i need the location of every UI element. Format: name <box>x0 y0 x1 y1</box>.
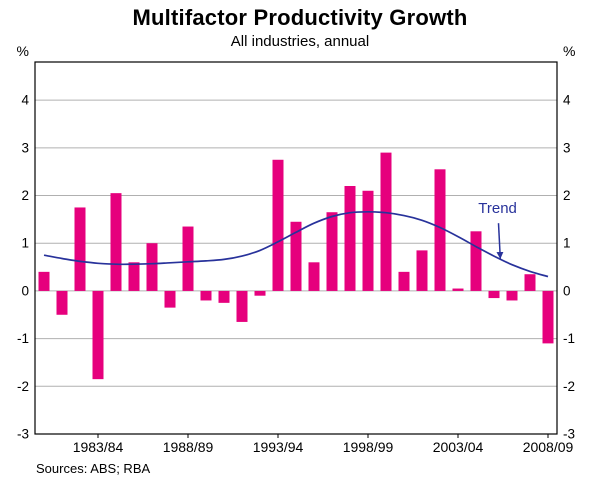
trend-label: Trend <box>478 200 517 217</box>
bar <box>434 169 446 291</box>
trend-arrow <box>496 223 504 259</box>
x-tick-label: 1988/89 <box>163 439 214 455</box>
bar <box>308 262 320 291</box>
bar <box>524 274 536 291</box>
bar <box>542 290 554 344</box>
trend-annotation: Trend <box>478 200 517 259</box>
trend-line <box>43 210 549 278</box>
bar <box>452 288 464 291</box>
y-tick-label-right: 3 <box>563 140 571 155</box>
bar <box>74 207 86 291</box>
unit-label-left: % <box>17 43 29 59</box>
y-tick-label-right: 2 <box>563 188 571 203</box>
bar <box>398 271 410 291</box>
bar <box>380 152 392 291</box>
bar <box>110 193 122 291</box>
unit-label-right: % <box>563 43 575 59</box>
y-tick-label-left: -3 <box>17 427 29 442</box>
chart-title: Multifactor Productivity Growth <box>132 5 468 30</box>
bar <box>290 221 302 291</box>
bars-series <box>38 152 554 380</box>
bar <box>56 290 68 315</box>
plot-border <box>34 61 558 435</box>
bar <box>218 290 230 303</box>
x-tick-label: 2008/09 <box>523 439 574 455</box>
bar <box>200 290 212 301</box>
y-tick-label-right: -1 <box>563 331 575 346</box>
y-tick-label-right: -3 <box>563 427 575 442</box>
bar <box>326 212 338 291</box>
bar <box>272 159 284 291</box>
chart-subtitle: All industries, annual <box>230 33 370 50</box>
bar <box>254 290 266 296</box>
bar <box>164 290 176 308</box>
bar <box>416 250 428 291</box>
x-tick-label: 2003/04 <box>433 439 484 455</box>
x-tick-label: 1998/99 <box>343 439 394 455</box>
x-tick-label: 1983/84 <box>73 439 124 455</box>
y-tick-label-left: 3 <box>21 140 29 155</box>
bar <box>38 271 50 291</box>
bar <box>506 290 518 301</box>
y-tick-label-left: 4 <box>21 93 29 108</box>
y-tick-label-left: 2 <box>21 188 29 203</box>
y-tick-label-left: -2 <box>17 379 29 394</box>
bar <box>128 262 140 291</box>
bar <box>362 190 374 291</box>
x-axis-labels: 1983/84 1988/89 1993/94 1998/99 2003/04 2008/… <box>73 434 574 455</box>
y-tick-label-left: -1 <box>17 331 29 346</box>
bar <box>182 226 194 291</box>
y-tick-label-right: -2 <box>563 379 575 394</box>
bar <box>146 243 158 291</box>
y-axis-labels: 4 4 3 3 2 2 1 1 0 0 -1 -1 -2 -2 -3 -3%% <box>17 43 576 442</box>
bar <box>92 290 104 380</box>
y-tick-label-right: 0 <box>563 283 571 298</box>
y-tick-label-left: 0 <box>21 283 29 298</box>
sources-note: Sources: ABS; RBA <box>36 461 151 476</box>
bar <box>236 290 248 322</box>
bar <box>344 186 356 291</box>
y-tick-label-right: 4 <box>563 93 571 108</box>
y-tick-label-right: 1 <box>563 236 571 251</box>
x-tick-label: 1993/94 <box>253 439 304 455</box>
bar <box>470 231 482 291</box>
bar <box>488 290 500 299</box>
y-tick-label-left: 1 <box>21 236 29 251</box>
